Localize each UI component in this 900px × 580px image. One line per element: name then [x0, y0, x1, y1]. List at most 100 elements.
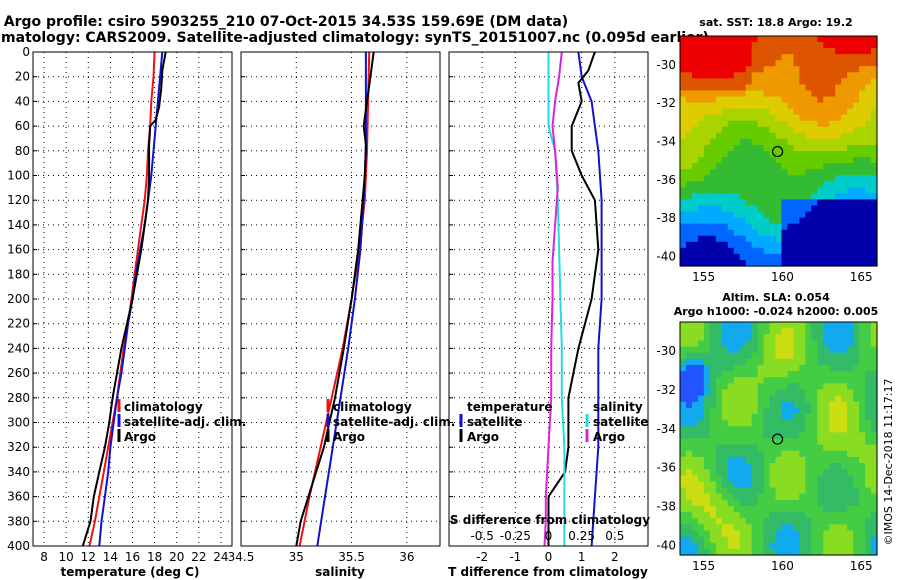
- map-cell: [793, 548, 800, 556]
- map-cell: [775, 524, 783, 532]
- map-cell: [781, 469, 789, 476]
- map-cell: [703, 463, 711, 470]
- map-cell: [823, 199, 830, 207]
- map-cell: [715, 42, 723, 49]
- map-cell: [859, 499, 866, 507]
- map-cell: [865, 512, 872, 519]
- x-tick-label: 14: [103, 550, 118, 564]
- map-cell: [757, 151, 765, 158]
- map-cell: [691, 181, 699, 188]
- map-cell: [733, 389, 741, 397]
- map-cell: [835, 426, 842, 433]
- map-cell: [823, 84, 830, 92]
- map-cell: [865, 401, 872, 409]
- map-cell: [853, 205, 860, 213]
- map-cell: [829, 132, 836, 140]
- map-cell: [733, 469, 741, 476]
- map-cell: [703, 48, 711, 55]
- map-cell: [733, 358, 741, 366]
- map-cell: [739, 211, 747, 219]
- map-cell: [709, 126, 717, 134]
- map-cell: [841, 401, 848, 409]
- map-cell: [829, 151, 836, 158]
- map-cell: [811, 54, 818, 61]
- map-cell: [841, 235, 848, 243]
- map-cell: [817, 334, 824, 341]
- temperature-legend: climatology satellite-adj. clim. Argo: [117, 399, 246, 444]
- map-cell: [739, 340, 747, 348]
- map-cell: [805, 253, 812, 261]
- map-cell: [859, 48, 866, 55]
- map-cell: [727, 235, 735, 243]
- map-cell: [805, 66, 812, 73]
- map-cell: [680, 530, 687, 538]
- map-cell: [745, 102, 753, 110]
- map-cell: [853, 36, 860, 43]
- map-cell: [721, 54, 729, 61]
- map-cell: [781, 450, 789, 458]
- map-cell: [733, 193, 741, 201]
- map-cell: [709, 456, 717, 464]
- map-cell: [751, 223, 759, 231]
- map-cell: [781, 371, 789, 378]
- map-cell: [847, 469, 854, 476]
- map-cell: [829, 518, 836, 525]
- map-cell: [859, 223, 866, 231]
- map-cell: [823, 205, 830, 213]
- map-cell: [691, 193, 699, 201]
- map-cell: [817, 389, 824, 397]
- map-cell: [805, 469, 812, 476]
- map-cell: [709, 84, 717, 92]
- map-cell: [775, 66, 783, 73]
- map-cell: [829, 481, 836, 489]
- map-cell: [853, 548, 860, 556]
- map-cell: [697, 78, 705, 86]
- series-line-climatology: [298, 51, 371, 547]
- map-cell: [697, 163, 705, 170]
- map-cell: [799, 432, 806, 440]
- map-cell: [703, 42, 711, 49]
- map-cell: [853, 151, 860, 158]
- map-cell: [799, 512, 806, 519]
- map-cell: [871, 322, 878, 329]
- map-cell: [835, 259, 842, 267]
- map-cell: [715, 401, 723, 409]
- map-cell: [859, 72, 866, 79]
- map-cell: [703, 481, 711, 489]
- map-cell: [829, 377, 836, 384]
- map-cell: [703, 126, 711, 134]
- map-cell: [787, 432, 795, 440]
- map-cell: [871, 450, 878, 458]
- map-cell: [859, 66, 866, 73]
- map-cell: [781, 352, 789, 360]
- map-cell: [775, 463, 783, 470]
- map-cell: [853, 487, 860, 495]
- map-cell: [859, 340, 866, 348]
- map-cell: [685, 352, 693, 360]
- map-cell: [739, 450, 747, 458]
- map-cell: [829, 42, 836, 49]
- map-cell: [703, 157, 711, 164]
- map-cell: [859, 426, 866, 433]
- map-cell: [727, 530, 735, 538]
- map-cell: [751, 542, 759, 550]
- map-cell: [799, 438, 806, 446]
- map-cell: [757, 108, 765, 116]
- map-cell: [727, 524, 735, 532]
- map-cell: [733, 536, 741, 544]
- legend-label-argo: Argo: [124, 430, 156, 444]
- map-cell: [835, 72, 842, 79]
- map-cell: [715, 120, 723, 128]
- map-cell: [733, 108, 741, 116]
- map-cell: [811, 542, 818, 550]
- sst-map-title: sat. SST: 18.8 Argo: 19.2: [699, 16, 852, 29]
- map-cell: [733, 169, 741, 176]
- map-cell: [757, 120, 765, 128]
- legend-label-climatology: climatology: [333, 400, 412, 414]
- map-cell: [697, 463, 705, 470]
- map-cell: [775, 54, 783, 61]
- map-cell: [865, 444, 872, 452]
- map-cell: [685, 358, 693, 366]
- map-cell: [757, 144, 765, 152]
- map-cell: [823, 151, 830, 158]
